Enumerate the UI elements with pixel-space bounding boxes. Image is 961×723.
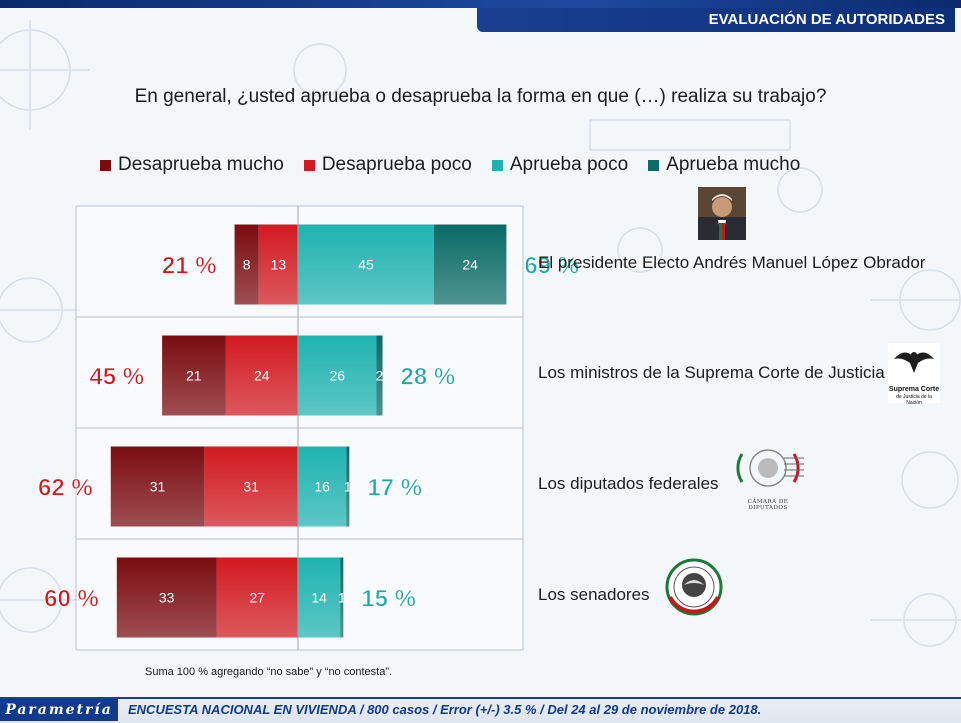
bar-aprueba-poco (298, 335, 377, 416)
total-desaprueba: 21 % (162, 253, 217, 280)
eagle-icon (894, 352, 934, 373)
legend-label: Aprueba poco (509, 154, 629, 175)
data-label: 33 (159, 590, 175, 606)
legend-swatch (303, 159, 315, 171)
bar-desaprueba-mucho (162, 335, 226, 416)
legend-label: Aprueba mucho (666, 154, 801, 175)
legend-label: Desaprueba poco (321, 154, 472, 175)
total-desaprueba: 45 % (89, 364, 144, 391)
bar-desaprueba-mucho (116, 557, 217, 638)
bar-aprueba-poco (298, 224, 434, 305)
data-label: 14 (311, 590, 327, 606)
legend-swatch (648, 159, 660, 171)
seal-icon (736, 449, 804, 487)
total-aprueba: 15 % (361, 586, 416, 613)
total-aprueba: 69 % (524, 253, 579, 280)
data-label: 16 (314, 479, 330, 495)
president-portrait (698, 187, 746, 240)
camara-diputados-logo: CÁMARA DE DIPUTADOS (730, 446, 806, 511)
row-label-presidente: El presidente Electo Andrés Manuel López… (538, 253, 926, 272)
supreme-court-logo-text: Suprema Corte (888, 386, 940, 393)
total-aprueba: 28 % (401, 364, 456, 391)
total-desaprueba: 62 % (38, 475, 93, 502)
data-label: 26 (329, 368, 345, 384)
bar-desaprueba-mucho (234, 224, 259, 305)
bar-aprueba-mucho (346, 446, 350, 527)
portrait-image (698, 187, 746, 240)
survey-question: En general, ¿usted aprueba o desaprueba … (134, 86, 827, 107)
bar-aprueba-mucho (340, 557, 344, 638)
supreme-court-logo: Suprema Corte de Justicia de la Nación (888, 343, 940, 406)
senate-seal-icon (665, 558, 723, 616)
data-label: 8 (243, 257, 251, 273)
supreme-court-logo-subtext: de Justicia de la Nación (896, 394, 932, 406)
bar-aprueba-mucho (376, 335, 383, 416)
legend-item-desaprueba-poco: Desaprueba poco (303, 154, 472, 176)
total-desaprueba: 60 % (44, 586, 99, 613)
total-aprueba: 17 % (367, 475, 422, 502)
data-label: 24 (254, 368, 270, 384)
bar-aprueba-mucho (433, 224, 507, 305)
top-band (0, 0, 961, 8)
row-label-diputados: Los diputados federales (538, 474, 719, 493)
data-label: 21 (186, 368, 202, 384)
legend-swatch (491, 159, 503, 171)
data-label: 31 (243, 479, 259, 495)
bar-desaprueba-poco (204, 446, 298, 527)
legend-item-aprueba-mucho: Aprueba mucho (648, 154, 800, 176)
data-label: 1 (338, 590, 346, 606)
data-label: 13 (271, 257, 287, 273)
data-label: 31 (150, 479, 166, 495)
data-label: 27 (249, 590, 265, 606)
bar-aprueba-poco (298, 446, 347, 527)
row-label-senadores: Los senadores (538, 585, 650, 604)
data-label: 24 (462, 257, 478, 273)
chart-legend: Desaprueba mucho Desaprueba poco Aprueba… (100, 152, 820, 178)
legend-label: Desaprueba mucho (118, 154, 284, 175)
data-label: 2 (376, 368, 384, 384)
legend-swatch (100, 159, 111, 171)
senado-logo (664, 557, 724, 617)
bar-desaprueba-mucho (110, 446, 205, 527)
footer-bar: Parametría ENCUESTA NACIONAL EN VIVIENDA… (0, 697, 961, 723)
row-label-suprema-corte: Los ministros de la Suprema Corte de Jus… (538, 363, 885, 382)
bar-aprueba-poco (298, 557, 341, 638)
bar-desaprueba-poco (216, 557, 298, 638)
bar-desaprueba-poco (258, 224, 298, 305)
footnote: Suma 100 % agregando “no sabe” y “no con… (145, 666, 393, 678)
data-label: 45 (358, 257, 374, 273)
bar-desaprueba-poco (225, 335, 298, 416)
footer-methodology: ENCUESTA NACIONAL EN VIVIENDA / 800 caso… (128, 702, 762, 717)
legend-item-aprueba-poco: Aprueba poco (491, 154, 629, 176)
page-title: EVALUACIÓN DE AUTORIDADES (477, 8, 955, 32)
data-label: 1 (344, 479, 352, 495)
legend-item-desaprueba-mucho: Desaprueba mucho (100, 154, 284, 176)
camara-logo-text: CÁMARA DE DIPUTADOS (747, 499, 789, 511)
brand-logo: Parametría (0, 699, 118, 721)
